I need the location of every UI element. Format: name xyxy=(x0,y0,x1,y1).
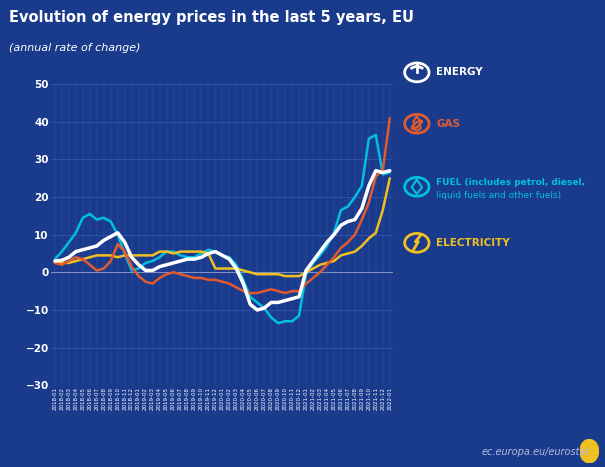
Text: GAS: GAS xyxy=(436,119,460,129)
Text: ENERGY: ENERGY xyxy=(436,67,483,78)
Text: Evolution of energy prices in the last 5 years, EU: Evolution of energy prices in the last 5… xyxy=(9,10,414,25)
Text: liquid fuels and other fuels): liquid fuels and other fuels) xyxy=(436,191,561,200)
Text: ec.europa.eu/eurostat: ec.europa.eu/eurostat xyxy=(482,447,590,457)
Text: (annual rate of change): (annual rate of change) xyxy=(9,43,140,53)
Circle shape xyxy=(580,439,598,463)
Text: ELECTRICITY: ELECTRICITY xyxy=(436,238,510,248)
Text: FUEL (includes petrol, diesel,: FUEL (includes petrol, diesel, xyxy=(436,177,585,187)
